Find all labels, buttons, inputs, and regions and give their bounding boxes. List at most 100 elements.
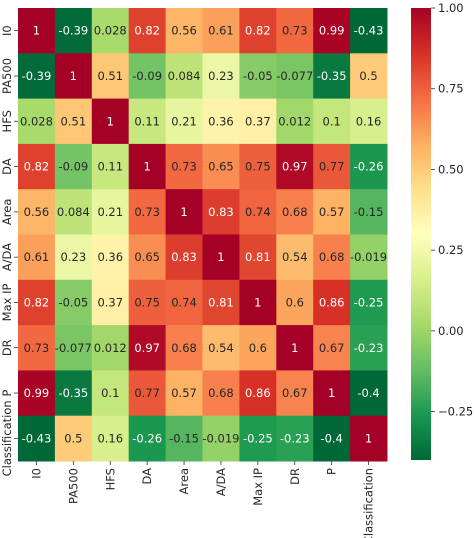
heatmap-cell — [313, 325, 351, 371]
y-tick-label: HFS — [0, 110, 14, 132]
cell-annotation: 0.16 — [356, 114, 382, 128]
heatmap-cell — [18, 98, 56, 145]
cell-annotation: 0.51 — [61, 114, 87, 128]
heatmap-cell — [313, 143, 351, 190]
cell-annotation: -0.4 — [320, 431, 342, 445]
heatmap-cell — [165, 325, 203, 371]
heatmap-cell — [91, 279, 130, 326]
heatmap-cell — [128, 53, 167, 100]
cell-annotation: 0.1 — [323, 114, 341, 128]
cell-annotation: 0.73 — [24, 341, 50, 355]
heatmap-cell — [165, 234, 203, 281]
cell-annotation: 0.68 — [282, 205, 308, 219]
cell-annotation: 0.012 — [278, 114, 311, 128]
cell-annotation: 0.012 — [94, 341, 127, 355]
heatmap-cell — [165, 8, 203, 54]
cell-annotation: 0.37 — [97, 295, 123, 309]
heatmap-cell — [313, 415, 351, 462]
cell-annotation: 0.77 — [134, 386, 160, 400]
x-tick-label: I0 — [29, 468, 43, 479]
heatmap-cell — [276, 53, 314, 100]
cell-annotation: 0.23 — [61, 250, 87, 264]
heatmap-cell — [54, 8, 93, 54]
cell-annotation: 0.21 — [97, 205, 123, 219]
cell-annotation: 0.1 — [101, 386, 119, 400]
heatmap-cell — [202, 8, 240, 54]
heatmap-cell — [128, 98, 167, 145]
cell-annotation: -0.23 — [354, 341, 384, 355]
cell-annotation: -0.25 — [354, 295, 384, 309]
heatmap-cell — [239, 234, 277, 281]
heatmap-cell — [202, 415, 240, 462]
colorbar-tick-label: 0.75 — [438, 82, 464, 96]
cell-annotation: 1 — [328, 386, 335, 400]
x-tick-label: HFS — [103, 468, 117, 490]
cell-annotation: -0.43 — [354, 24, 384, 38]
cell-annotation: -0.39 — [22, 69, 52, 83]
heatmap-cell — [165, 53, 203, 100]
heatmap-cell — [276, 8, 314, 54]
cell-annotation: 0.67 — [282, 386, 308, 400]
x-tick-label: P — [325, 468, 339, 475]
cell-annotation: 0.084 — [57, 205, 90, 219]
cell-annotation: 0.68 — [208, 386, 234, 400]
colorbar-tick-label: 0.25 — [438, 243, 464, 257]
cell-annotation: 0.81 — [245, 250, 271, 264]
cell-annotation: -0.05 — [243, 69, 273, 83]
cell-annotation: 0.75 — [245, 160, 271, 174]
heatmap-cell — [54, 53, 93, 100]
cell-annotation: 0.028 — [94, 24, 127, 38]
cell-annotation: -0.05 — [58, 295, 88, 309]
heatmap-cell — [313, 53, 351, 100]
cell-annotation: -0.26 — [354, 160, 384, 174]
heatmap-cell — [276, 234, 314, 281]
heatmap-cell — [239, 143, 277, 190]
cell-annotation: 0.36 — [97, 250, 123, 264]
heatmap-cell — [128, 370, 167, 417]
heatmap-cell — [202, 53, 240, 100]
heatmap-cell — [350, 53, 388, 100]
cell-annotation: -0.39 — [58, 24, 88, 38]
heatmap-cell — [165, 279, 203, 326]
heatmap-cell — [128, 415, 167, 462]
heatmap-cell — [54, 370, 93, 417]
cell-annotation: 0.6 — [249, 341, 267, 355]
heatmap-cell — [54, 234, 93, 281]
heatmap-cell — [91, 8, 130, 54]
heatmap-cell — [91, 98, 130, 145]
heatmap-cell — [350, 98, 388, 145]
heatmap-cell — [313, 189, 351, 235]
cell-annotation: 0.97 — [134, 341, 160, 355]
y-axis: I0 PA500 HFS DA Area A/DA Max IP DR P Classificat… — [0, 25, 18, 476]
heatmap-cell — [276, 415, 314, 462]
cell-annotation: 0.83 — [208, 205, 234, 219]
heatmap-cell — [18, 53, 56, 100]
y-tick-label: Area — [0, 199, 14, 225]
heatmap-cell — [202, 325, 240, 371]
heatmap-cell — [202, 189, 240, 235]
cell-annotation: 1 — [143, 160, 150, 174]
heatmap-cell — [128, 8, 167, 54]
heatmap-cell — [54, 415, 93, 462]
x-tick-label: Max IP — [251, 468, 265, 506]
cell-annotation: -0.26 — [132, 431, 162, 445]
heatmap-cell — [350, 325, 388, 371]
cell-annotation: -0.077 — [276, 69, 313, 83]
heatmap-cell — [239, 279, 277, 326]
heatmap-cell — [91, 189, 130, 235]
cell-annotation: 0.82 — [245, 24, 271, 38]
x-tick-label: DA — [140, 468, 154, 485]
cell-annotation: 0.75 — [134, 295, 160, 309]
heatmap-cell — [165, 415, 203, 462]
x-tick-label: PA500 — [66, 468, 80, 504]
cell-annotation: 0.82 — [24, 160, 50, 174]
heatmap-cells — [18, 8, 388, 462]
heatmap-cell — [18, 8, 56, 54]
heatmap-cell — [165, 143, 203, 190]
heatmap-cell — [350, 415, 388, 462]
cell-annotation: 0.51 — [97, 69, 123, 83]
x-tick-label: DR — [288, 468, 302, 485]
heatmap-cell — [54, 98, 93, 145]
cell-annotation: 1 — [365, 431, 372, 445]
heatmap-cell — [239, 53, 277, 100]
